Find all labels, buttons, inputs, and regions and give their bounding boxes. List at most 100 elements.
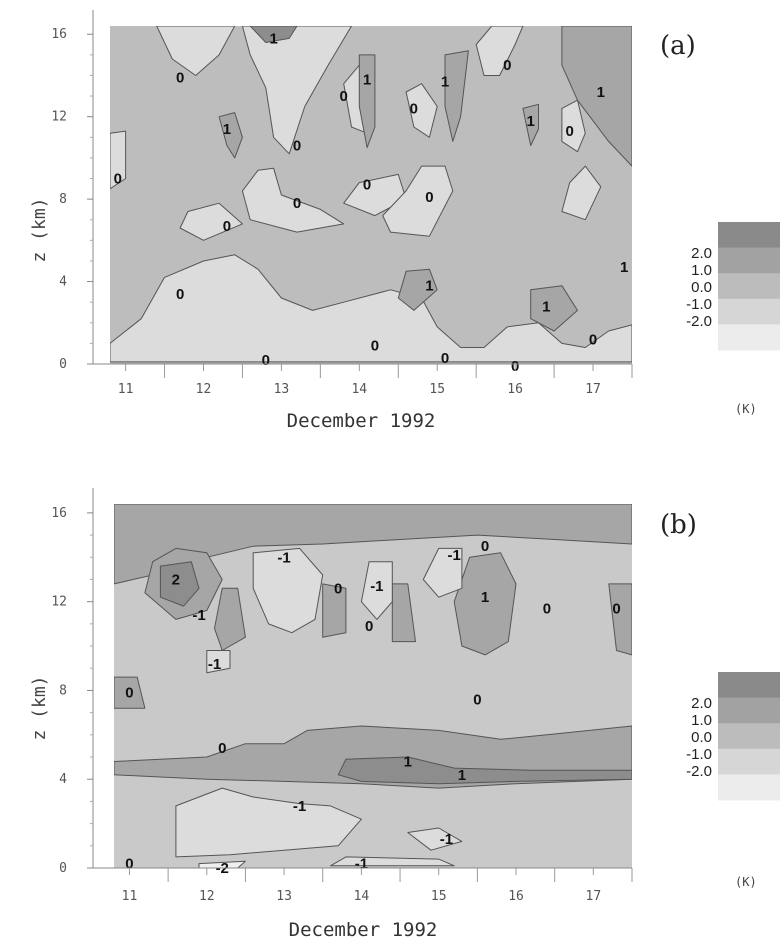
legend-swatch	[718, 247, 780, 274]
contour-label: 0	[223, 218, 231, 235]
contour-region	[397, 268, 438, 311]
contour-region	[405, 83, 438, 138]
contour-region	[330, 856, 455, 867]
x-tick-label: 12	[196, 382, 212, 397]
contour-region	[114, 676, 146, 709]
contour-region	[252, 547, 324, 634]
x-tick-label: 16	[507, 382, 523, 397]
contour-region	[561, 165, 602, 221]
contour-region	[322, 583, 347, 638]
x-tick-label: 14	[354, 889, 370, 904]
contour-label: 0	[114, 171, 122, 188]
contour-label: 1	[458, 767, 466, 784]
x-tick-label: 17	[585, 382, 601, 397]
contour-label: 0	[262, 352, 270, 369]
x-tick-label: 15	[429, 382, 445, 397]
y-axis-label: z (km)	[29, 197, 50, 262]
x-tick-label: 17	[586, 889, 602, 904]
contour-region	[360, 561, 393, 620]
y-tick-label: 4	[59, 275, 67, 290]
legend-swatch	[718, 222, 780, 249]
contour-label: 1	[620, 259, 628, 276]
contour-label: 0	[425, 189, 433, 206]
contour-label: 0	[543, 600, 551, 617]
contour-region	[114, 504, 632, 585]
contour-region	[561, 99, 586, 153]
color-legend: 2.01.00.0-1.0-2.0	[686, 222, 780, 351]
contour-label: 0	[218, 740, 226, 757]
contour-label: 0	[612, 600, 620, 617]
contour-label: 1	[441, 74, 449, 91]
x-axis-label: December 1992	[289, 919, 438, 941]
contour-region	[530, 285, 578, 332]
x-tick-label: 11	[118, 382, 134, 397]
panel-label: (a)	[660, 31, 696, 61]
contour-region	[110, 130, 127, 190]
y-tick-label: 8	[59, 683, 67, 698]
contour-region	[175, 787, 362, 858]
legend-swatch	[718, 748, 780, 775]
contour-label: -1	[370, 578, 383, 595]
legend-swatch	[718, 298, 780, 325]
x-axis-label: December 1992	[287, 410, 436, 432]
contour-region	[206, 650, 231, 674]
legend-level-label: -1.0	[686, 746, 712, 763]
legend-level-label: -2.0	[686, 763, 712, 780]
contour-label: -1	[277, 549, 290, 566]
y-tick-label: 0	[59, 357, 67, 372]
contour-label: 0	[410, 100, 418, 117]
contour-region	[337, 756, 632, 785]
legend-swatch	[718, 324, 780, 351]
contour-region	[422, 547, 463, 598]
contour-region	[214, 587, 246, 651]
x-tick-label: 13	[276, 889, 292, 904]
contour-region	[382, 165, 454, 237]
contour-label: 0	[293, 195, 301, 212]
contour-label: 1	[363, 72, 371, 89]
x-tick-label: 11	[122, 889, 138, 904]
contour-region	[241, 167, 345, 233]
contour-label: 1	[404, 753, 412, 770]
contour-label: 0	[589, 331, 597, 348]
contour-label: 2	[172, 571, 180, 588]
legend-unit: (K)	[735, 402, 757, 416]
contour-region	[198, 860, 246, 868]
contour-region	[608, 583, 632, 656]
contour-regions	[114, 504, 632, 868]
contour-region	[522, 103, 539, 146]
contour-label: 0	[565, 123, 573, 140]
contour-label: 0	[176, 70, 184, 87]
contour-region	[241, 26, 352, 155]
contour-region	[475, 26, 524, 76]
legend-swatch	[718, 273, 780, 300]
x-tick-label: 13	[274, 382, 290, 397]
contour-label: 1	[425, 278, 433, 295]
contour-region	[391, 583, 416, 643]
legend-level-label: 1.0	[691, 712, 712, 729]
x-tick-label: 16	[508, 889, 524, 904]
legend-level-label: 1.0	[691, 262, 712, 279]
contour-label: 0	[473, 691, 481, 708]
y-tick-label: 12	[51, 110, 67, 125]
y-tick-label: 12	[51, 595, 67, 610]
legend-level-label: 2.0	[691, 245, 712, 262]
contour-label: 0	[125, 856, 133, 873]
contour-region	[179, 202, 243, 241]
contour-label: 0	[503, 57, 511, 74]
legend-swatch	[718, 774, 780, 801]
legend-level-label: -1.0	[686, 296, 712, 313]
legend-level-label: 2.0	[691, 695, 712, 712]
contour-region	[407, 827, 463, 851]
contour-region	[249, 26, 298, 43]
contour-label: 0	[293, 138, 301, 155]
contour-label: 0	[441, 350, 449, 367]
y-axis-label: z (km)	[29, 675, 50, 740]
contour-region	[159, 561, 200, 607]
contour-label: 0	[481, 538, 489, 555]
contour-label: -1	[448, 547, 461, 564]
y-tick-label: 8	[59, 192, 67, 207]
x-tick-label: 12	[199, 889, 215, 904]
contour-regions	[110, 26, 632, 363]
